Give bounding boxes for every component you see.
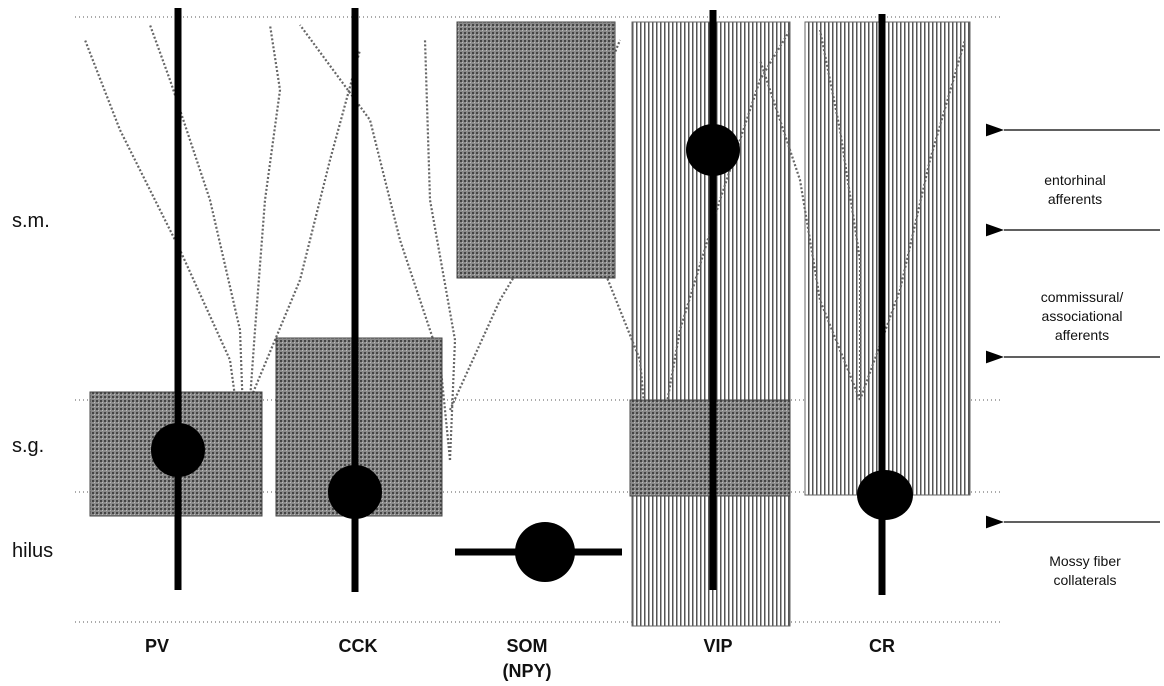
cr-soma <box>857 470 913 520</box>
cr-field <box>804 21 971 496</box>
cell-label: CCK <box>339 636 378 656</box>
som-field <box>456 21 616 279</box>
cell-label: VIP <box>703 636 732 656</box>
layer-label: s.m. <box>12 210 50 232</box>
cell-label: SOM <box>506 636 547 656</box>
afferent-label: associational <box>1042 308 1123 324</box>
cell-label: CR <box>869 636 895 656</box>
cck-soma <box>328 465 382 519</box>
afferent-label: entorhinal <box>1044 172 1106 188</box>
afferent-label: commissural/ <box>1041 289 1124 305</box>
afferent-label: Mossy fiber <box>1049 553 1121 569</box>
vip-soma <box>686 124 740 176</box>
cell-sublabel: (NPY) <box>503 661 552 681</box>
som-soma <box>515 522 575 582</box>
cell-label: PV <box>145 636 169 656</box>
afferent-label: afferents <box>1055 327 1109 343</box>
afferent-label: afferents <box>1048 191 1102 207</box>
afferent-label: collaterals <box>1053 572 1116 588</box>
layer-label: s.g. <box>12 435 44 457</box>
pv-soma <box>151 423 205 477</box>
layer-label: hilus <box>12 540 53 562</box>
